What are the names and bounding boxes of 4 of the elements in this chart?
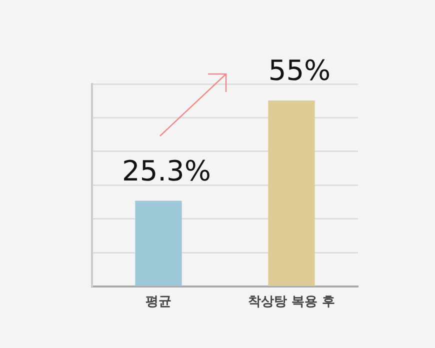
x-tick-label: 평균 (146, 294, 172, 310)
data-label: 55% (268, 54, 331, 88)
data-label: 25.3% (122, 154, 211, 188)
x-tick-label: 착상탕 복용 후 (248, 294, 336, 310)
